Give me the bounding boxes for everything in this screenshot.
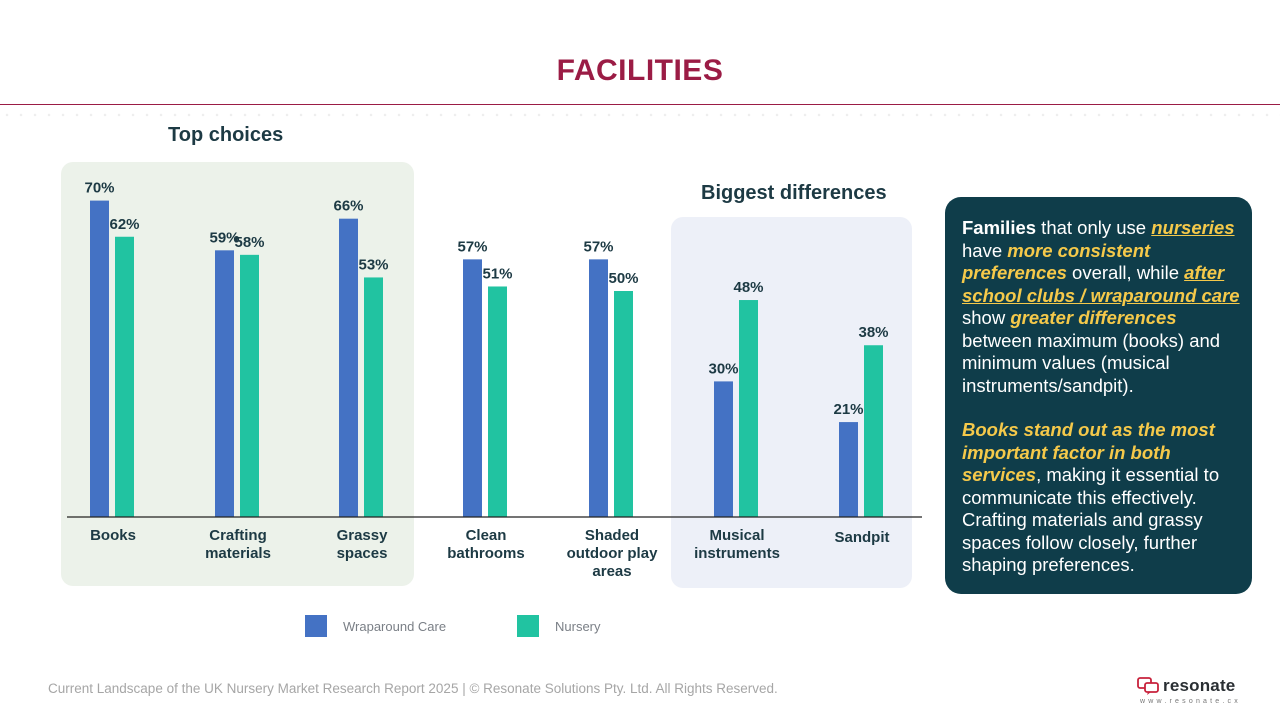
data-label-nursery-5: 48%	[733, 279, 763, 296]
page-title: FACILITIES	[556, 54, 724, 87]
logo-url: www.resonate.cx	[1140, 698, 1241, 705]
dotted-divider	[0, 112, 1280, 118]
bar-nursery-0	[115, 236, 134, 517]
category-label-0: Books	[90, 527, 136, 544]
data-label-nursery-2: 53%	[358, 256, 388, 273]
data-label-wraparound-5: 30%	[708, 360, 738, 377]
speech-bubbles-icon	[1137, 677, 1159, 695]
legend-label-wraparound: Wraparound Care	[343, 618, 447, 634]
insight-text: have	[962, 239, 1008, 261]
biggest-differences-label: Biggest differences	[701, 182, 887, 204]
data-label-wraparound-0: 70%	[84, 180, 114, 197]
bar-wraparound-5	[714, 381, 733, 517]
insight-highlight: nurseries	[1151, 217, 1235, 238]
top-choices-label: Top choices	[168, 124, 284, 146]
insight-text: between maximum (books) and minimum valu…	[962, 329, 1221, 396]
legend-label-nursery: Nursery	[555, 618, 601, 634]
bar-nursery-3	[488, 286, 507, 517]
footer-copyright: Current Landscape of the UK Nursery Mark…	[48, 681, 778, 696]
data-label-wraparound-6: 21%	[833, 401, 863, 418]
insight-text: Families	[962, 217, 1037, 238]
data-label-nursery-4: 50%	[608, 270, 638, 287]
bar-wraparound-0	[90, 200, 109, 517]
category-label-5: Musical instruments	[694, 527, 780, 562]
insight-box: Families that only use nurseries have mo…	[945, 197, 1252, 594]
data-label-nursery-3: 51%	[482, 265, 512, 282]
bar-nursery-2	[364, 277, 383, 517]
insight-highlight: Books stand out as the most important fa…	[962, 419, 1215, 485]
category-label-4: Shaded outdoor play areas	[566, 527, 658, 580]
bar-wraparound-4	[589, 259, 608, 517]
insight-paragraph-2: Books stand out as the most important fa…	[962, 419, 1242, 577]
data-label-wraparound-4: 57%	[583, 238, 613, 255]
insight-highlight: more consistent preferences	[962, 239, 1151, 284]
bar-wraparound-2	[339, 218, 358, 517]
bar-chart: 70% 62% 59%58% 66% 53% 57% 51% 57% 50% 30% 48% 21% 3…	[67, 180, 922, 518]
resonate-logo: resonate	[1137, 676, 1235, 696]
category-label-1: Crafting materials	[205, 527, 271, 562]
bar-nursery-1	[240, 254, 259, 517]
bar-nursery-6	[864, 345, 883, 517]
legend-item-nursery: Nursery	[517, 615, 601, 637]
insight-highlight: greater differences	[1010, 307, 1177, 328]
data-label-nursery-0: 62%	[109, 216, 139, 233]
bar-wraparound-6	[839, 422, 858, 517]
insight-text: that only use	[1036, 217, 1152, 238]
legend-swatch-nursery	[517, 615, 539, 637]
insight-text: , making it essential to communicate thi…	[962, 464, 1220, 575]
title-divider	[0, 104, 1280, 105]
legend-swatch-wraparound	[305, 615, 327, 637]
data-label-wraparound-2: 66%	[333, 198, 363, 215]
insight-paragraph-1: Families that only use nurseries have mo…	[962, 217, 1242, 397]
data-label-wraparound-3: 57%	[457, 238, 487, 255]
category-label-6: Sandpit	[834, 529, 890, 546]
bar-wraparound-3	[463, 259, 482, 517]
data-label-nursery-1: 58%	[234, 234, 264, 251]
category-label-2: Grassy spaces	[336, 527, 388, 562]
legend-item-wraparound: Wraparound Care	[305, 615, 446, 637]
category-label-3: Clean bathrooms	[447, 527, 525, 562]
bar-wraparound-1	[215, 250, 234, 517]
insight-text: overall, while	[1066, 262, 1185, 283]
bar-nursery-5	[739, 300, 758, 517]
insight-text: show	[962, 307, 1011, 328]
data-label-nursery-6: 38%	[858, 324, 888, 341]
logo-text: resonate	[1163, 676, 1236, 695]
data-label-wraparound-1: 59%	[209, 229, 239, 246]
insight-highlight: after school clubs / wraparound care	[962, 262, 1240, 306]
bar-nursery-4	[614, 291, 633, 517]
